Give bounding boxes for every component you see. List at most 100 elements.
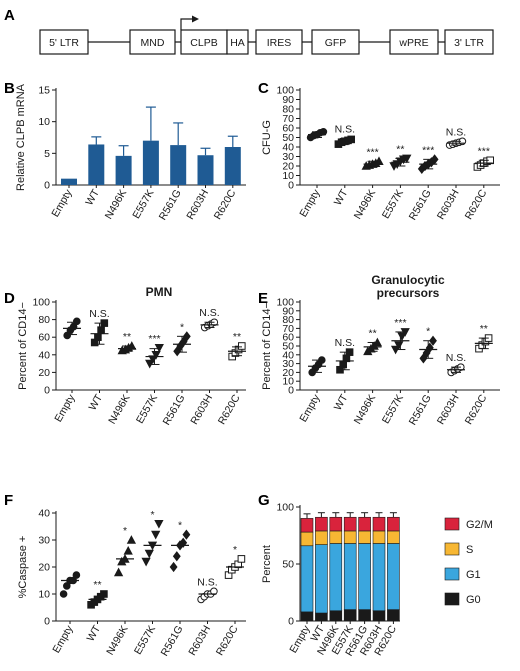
- chart-f-point: [113, 567, 124, 577]
- chart-f-significance-label: *: [233, 544, 237, 556]
- chart-c-y-tick-label: 60: [282, 123, 294, 135]
- chart-f-x-tick-label: R561G: [159, 624, 186, 659]
- chart-f-significance-label: *: [178, 520, 182, 532]
- chart-c-y-tick-label: 50: [282, 132, 294, 144]
- chart-f-y-tick-label: 10: [38, 589, 50, 601]
- chart-b-x-tick-label: R603H: [184, 188, 211, 222]
- chart-c-y-tick-label: 90: [282, 94, 294, 106]
- panel-label-e: E: [258, 290, 268, 307]
- construct-label-3ltr: 3' LTR: [454, 37, 484, 49]
- chart-d-point: [94, 333, 102, 341]
- chart-e-y-tick-label: 20: [282, 367, 294, 379]
- chart-e-x-tick-label: WT: [332, 392, 351, 413]
- chart-d-significance-label: ***: [148, 333, 160, 345]
- panel-label-f: F: [4, 492, 13, 509]
- chart-e-x-tick-label: R561G: [407, 393, 434, 428]
- chart-e-y-tick-label: 30: [282, 358, 294, 370]
- chart-d-x-tick-label: N496K: [106, 393, 132, 427]
- panel-label-g: G: [258, 492, 270, 509]
- chart-d-y-axis-label: Percent of CD14−: [17, 302, 29, 390]
- chart-f-x-tick-label: R620C: [214, 623, 241, 658]
- chart-b-y-tick-label: 0: [44, 180, 50, 192]
- chart-b-bar: [170, 145, 187, 185]
- construct-label-gfp: GFP: [325, 37, 347, 49]
- chart-b-bar: [115, 155, 132, 185]
- chart-c-y-tick-label: 30: [282, 151, 294, 163]
- chart-b-bar: [197, 155, 214, 185]
- chart-c-significance-label: **: [396, 143, 404, 155]
- chart-b-y-axis-label: Relative CLPB mRNA: [15, 83, 27, 191]
- chart-e-x-tick-label: R603H: [435, 393, 462, 427]
- chart-d-x-tick-label: R603H: [188, 393, 215, 427]
- chart-e-significance-label: **: [369, 327, 377, 339]
- chart-d-title: PMN: [146, 285, 173, 299]
- chart-b-x-tick-label: Empty: [49, 187, 75, 219]
- chart-e-y-axis-label: Percent of CD14−: [261, 302, 273, 390]
- chart-g-legend-label: S: [466, 544, 473, 556]
- chart-c-y-tick-label: 70: [282, 113, 294, 125]
- chart-d-x-tick-label: R561G: [161, 393, 188, 428]
- chart-g-legend-swatch: [444, 542, 460, 556]
- chart-f-point: [59, 590, 68, 598]
- chart-g-bar-segment: [300, 545, 314, 613]
- chart-f-point: [237, 555, 246, 563]
- promoter-arrow: [180, 18, 192, 30]
- chart-f-x-tick-label: Empty: [50, 623, 76, 655]
- construct-box-ires: [255, 29, 303, 55]
- chart-c-y-tick-label: 10: [282, 170, 294, 182]
- chart-e-significance-label: *: [426, 326, 430, 338]
- chart-g-y-tick-label: 50: [282, 559, 294, 571]
- chart-g-bar-segment: [358, 516, 371, 532]
- chart-c-x-tick-label: R561G: [407, 188, 434, 223]
- chart-g-y-tick-label: 0: [288, 616, 294, 628]
- chart-g-bar-segment: [329, 543, 343, 612]
- chart-e-title-line: precursors: [377, 286, 440, 300]
- chart-d-point: [97, 326, 105, 334]
- chart-c-x-tick-label: N496K: [352, 188, 378, 222]
- chart-b-bar: [61, 178, 77, 185]
- chart-g-bar-segment: [315, 530, 328, 545]
- chart-f-x-tick-label: R603H: [186, 624, 213, 658]
- chart-e-x-tick-label: N496K: [352, 393, 378, 427]
- chart-c-y-tick-label: 0: [288, 180, 294, 192]
- chart-g-bar-segment: [343, 516, 357, 532]
- chart-g-legend-swatch: [444, 517, 460, 531]
- chart-f-significance-label: N.S.: [197, 576, 217, 588]
- chart-c-significance-label: N.S.: [335, 123, 355, 135]
- chart-d-point: [173, 346, 182, 357]
- chart-g-bar-segment: [315, 612, 328, 622]
- chart-b-y-tick-label: 10: [38, 116, 50, 128]
- chart-c-y-tick-label: 80: [282, 104, 294, 116]
- chart-b-bar: [142, 140, 159, 185]
- chart-f-y-tick-label: 40: [38, 508, 50, 520]
- chart-f-point: [151, 530, 161, 540]
- chart-g-bar-segment: [343, 609, 357, 622]
- chart-g-bar-segment: [372, 543, 386, 612]
- chart-d-point: [154, 343, 164, 353]
- panel-label-a: A: [4, 7, 15, 24]
- chart-g-bar-segment: [300, 531, 314, 547]
- chart-e-title: Granulocytic precursors: [371, 273, 445, 300]
- construct-box-ha: [226, 29, 249, 55]
- panel-label-d: D: [4, 290, 15, 307]
- chart-g-bar-segment: [372, 610, 386, 622]
- chart-e-x-tick-label: Empty: [297, 392, 323, 424]
- chart-c-y-tick-label: 100: [276, 85, 294, 97]
- chart-f-y-axis-label: %Caspase +: [17, 536, 29, 599]
- chart-g-bar-segment: [343, 530, 357, 544]
- chart-d-significance-label: *: [180, 321, 184, 333]
- chart-g-legend-label: G1: [466, 569, 481, 581]
- chart-d-x-tick-label: R620C: [216, 392, 243, 427]
- chart-c-significance-label: N.S.: [446, 126, 466, 138]
- construct-box-mnd: [129, 29, 176, 55]
- chart-d-y-tick-label: 0: [44, 385, 50, 397]
- chart-d-y-tick-label: 80: [38, 314, 50, 326]
- construct-box-3ltr: [444, 29, 494, 55]
- construct-box-5ltr: [39, 29, 89, 55]
- chart-e-y-tick-label: 80: [282, 314, 294, 326]
- construct-diagram: 5' LTR MND CLPB HA IRES GFP wPRE 3' LTR: [39, 15, 494, 55]
- chart-d-y-tick-label: 100: [32, 297, 50, 309]
- chart-e-y-tick-label: 10: [282, 376, 294, 388]
- chart-c-y-axis-label: CFU-G: [261, 120, 273, 155]
